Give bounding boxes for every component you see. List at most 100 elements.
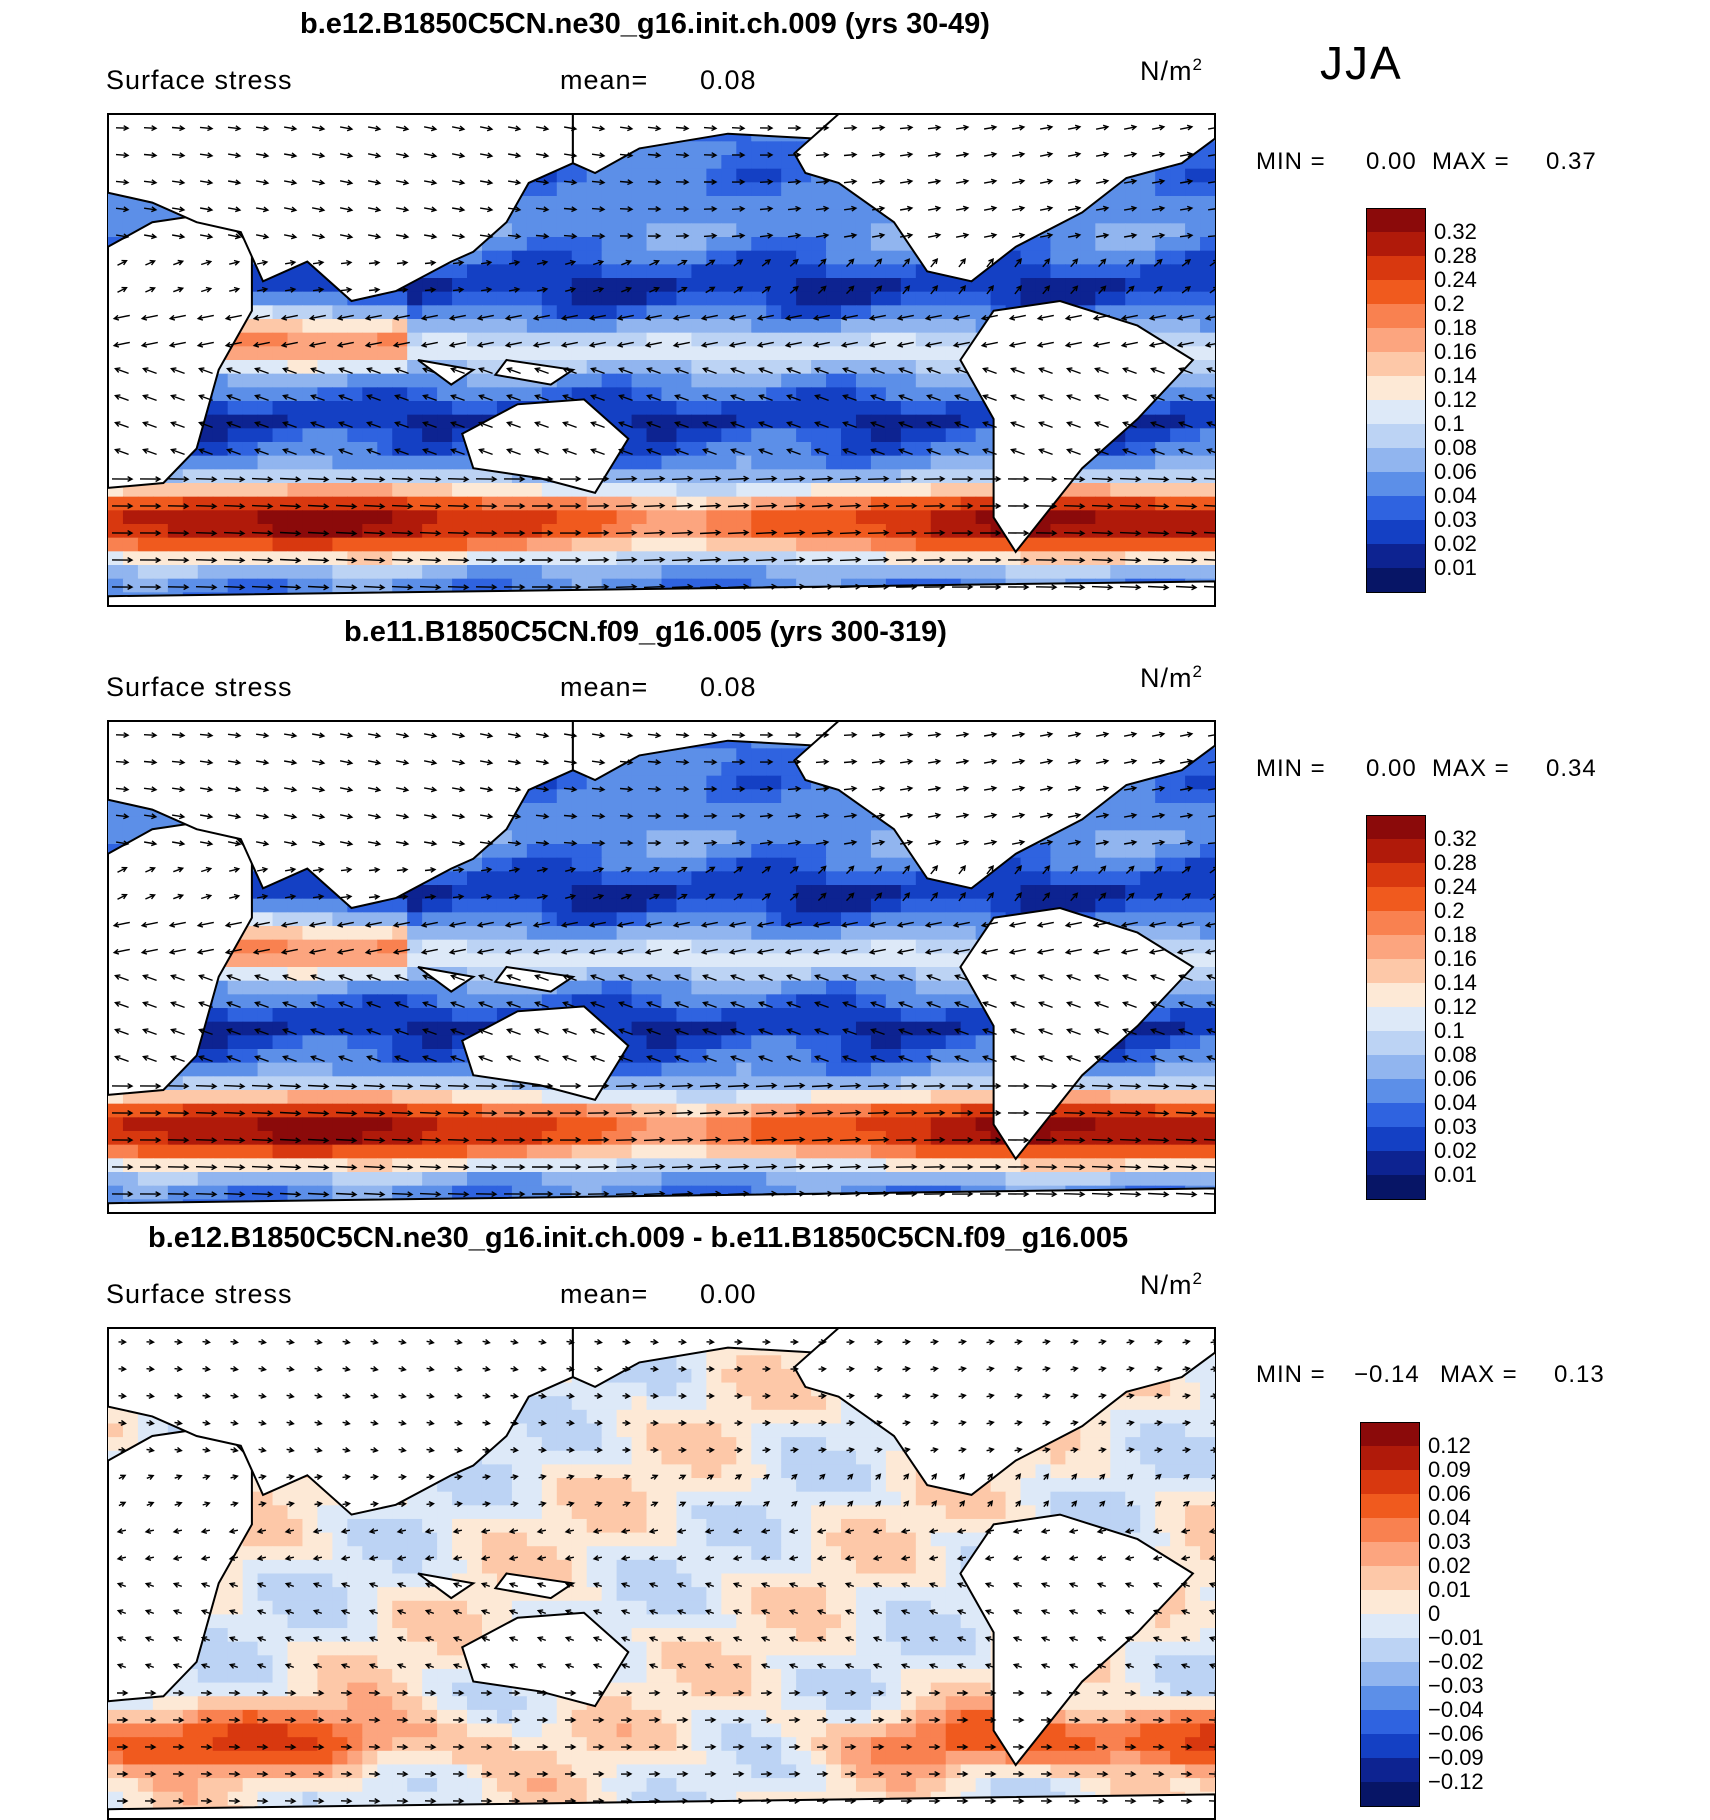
field-cell <box>961 510 977 524</box>
field-cell <box>587 319 603 333</box>
field-cell <box>332 401 348 415</box>
field-cell <box>1200 967 1215 981</box>
field-cell <box>1200 182 1215 196</box>
field-cell <box>1155 789 1171 803</box>
field-cell <box>557 899 573 913</box>
field-cell <box>347 510 363 524</box>
field-cell <box>602 940 618 954</box>
field-cell <box>736 483 752 497</box>
field-cell <box>1021 858 1037 872</box>
field-cell <box>736 360 752 374</box>
field-cell <box>602 251 618 265</box>
field-cell <box>946 565 962 579</box>
field-cell <box>632 305 648 319</box>
field-cell <box>617 319 633 333</box>
field-cell <box>542 803 558 817</box>
field-cell <box>213 415 229 429</box>
field-cell <box>317 940 333 954</box>
field-cell <box>751 319 767 333</box>
field-cell <box>856 844 872 858</box>
field-cell <box>691 169 707 183</box>
field-cell <box>856 292 872 306</box>
field-cell <box>946 926 962 940</box>
field-cell <box>886 538 902 552</box>
field-cell <box>347 497 363 511</box>
field-cell <box>602 817 618 831</box>
field-cell <box>751 762 767 776</box>
field-cell <box>243 346 259 360</box>
field-cell <box>961 565 977 579</box>
field-cell <box>841 899 857 913</box>
field-cell <box>781 899 797 913</box>
field-cell <box>916 346 932 360</box>
field-cell <box>557 182 573 196</box>
field-cell <box>362 981 378 995</box>
field-cell <box>961 319 977 333</box>
field-cell <box>422 981 438 995</box>
field-cell <box>1006 565 1022 579</box>
field-cell <box>617 237 633 251</box>
field-cell <box>781 155 797 169</box>
field-cell <box>826 940 842 954</box>
field-cell <box>856 278 872 292</box>
field-cell <box>736 953 752 967</box>
field-cell <box>931 469 947 483</box>
field-cell <box>976 456 992 470</box>
field-cell <box>796 401 812 415</box>
field-cell <box>811 926 827 940</box>
field-cell <box>736 789 752 803</box>
field-cell <box>736 319 752 333</box>
field-cell <box>691 456 707 470</box>
field-cell <box>1080 510 1096 524</box>
field-cell <box>647 538 663 552</box>
field-cell <box>123 524 139 538</box>
field-cell <box>856 940 872 954</box>
field-cell <box>1050 264 1066 278</box>
field-cell <box>796 551 812 565</box>
field-cell <box>1110 899 1126 913</box>
field-cell <box>1065 237 1081 251</box>
field-cell <box>946 953 962 967</box>
field-cell <box>422 524 438 538</box>
field-cell <box>647 803 663 817</box>
colorbar-tick-label: 0.2 <box>1434 291 1465 317</box>
field-cell <box>362 538 378 552</box>
field-cell <box>617 981 633 995</box>
field-cell <box>1155 292 1171 306</box>
field-cell <box>602 319 618 333</box>
field-cell <box>1021 899 1037 913</box>
field-cell <box>332 926 348 940</box>
field-cell <box>662 510 678 524</box>
field-cell <box>273 497 289 511</box>
field-cell <box>288 292 304 306</box>
field-cell <box>1155 237 1171 251</box>
field-cell <box>1110 251 1126 265</box>
field-cell <box>512 899 528 913</box>
colorbar-tick-label: 0.24 <box>1434 267 1477 293</box>
field-cell <box>796 899 812 913</box>
field-cell <box>647 899 663 913</box>
field-cell <box>781 346 797 360</box>
field-cell <box>676 899 692 913</box>
field-cell <box>871 292 887 306</box>
field-cell <box>632 858 648 872</box>
field-cell <box>1170 871 1186 885</box>
field-cell <box>1006 278 1022 292</box>
field-cell <box>1185 858 1201 872</box>
field-cell <box>871 926 887 940</box>
field-cell <box>706 817 722 831</box>
field-cell <box>766 899 782 913</box>
field-cell <box>796 292 812 306</box>
field-cell <box>1170 858 1186 872</box>
field-cell <box>258 981 274 995</box>
panel-1-max-value: 0.37 <box>1546 148 1597 176</box>
field-cell <box>841 264 857 278</box>
field-cell <box>1185 305 1201 319</box>
field-cell <box>452 953 468 967</box>
field-cell <box>213 579 229 593</box>
field-cell <box>691 223 707 237</box>
field-cell <box>931 981 947 995</box>
field-cell <box>1200 346 1215 360</box>
field-cell <box>258 401 274 415</box>
field-cell <box>886 497 902 511</box>
